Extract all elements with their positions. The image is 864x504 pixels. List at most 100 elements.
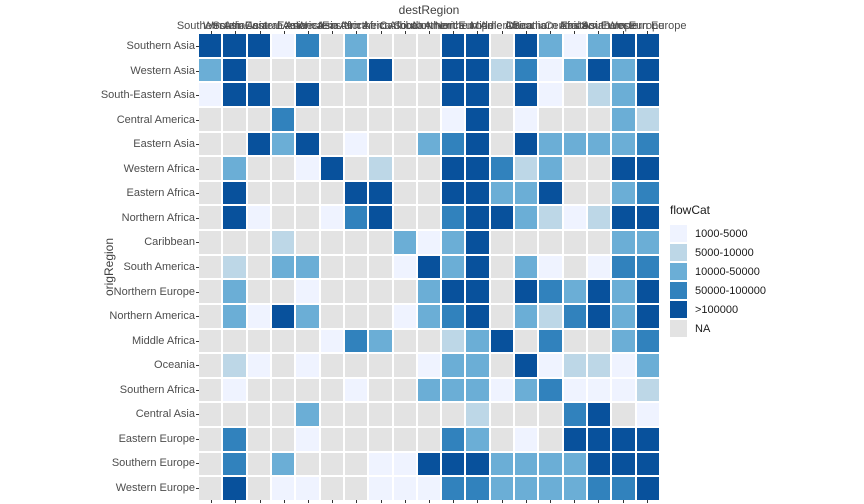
x-axis-tick — [235, 31, 237, 34]
x-axis-tick — [646, 31, 648, 34]
heatmap-cell — [369, 403, 392, 427]
heatmap-cell — [442, 231, 465, 254]
heatmap-cell — [223, 255, 246, 279]
heatmap-cell — [612, 181, 635, 205]
x-axis-tick — [598, 500, 600, 503]
heatmap-cell — [296, 403, 319, 427]
heatmap-cell — [296, 231, 319, 254]
heatmap-cell — [539, 34, 562, 57]
heatmap-cell — [563, 181, 587, 205]
heatmap-cell — [442, 280, 465, 303]
heatmap-cell — [636, 83, 659, 106]
heatmap-cell — [563, 255, 587, 279]
y-axis-tick-label: Southern Europe — [111, 457, 195, 470]
heatmap-cell — [612, 403, 635, 427]
x-axis-tick-label: Southern Africa — [512, 20, 588, 32]
heatmap-cell — [515, 354, 538, 377]
legend-label: 1000-5000 — [695, 227, 748, 240]
heatmap-cell — [466, 206, 489, 230]
heatmap-cell — [369, 378, 392, 402]
x-axis-tick — [622, 31, 624, 34]
legend-item: 5000-10000 — [670, 244, 766, 261]
heatmap-cell — [636, 378, 659, 402]
heatmap-cell — [417, 304, 441, 328]
heatmap-cell — [612, 206, 635, 230]
heatmap-cell — [563, 477, 587, 500]
heatmap-cell — [320, 157, 343, 180]
heatmap-cell — [588, 378, 611, 402]
heatmap-cell — [320, 280, 343, 303]
heatmap-cell — [223, 34, 246, 57]
heatmap-cell — [636, 206, 659, 230]
heatmap-cell — [296, 452, 319, 476]
heatmap-cell — [588, 83, 611, 106]
heatmap-cell — [563, 428, 587, 451]
heatmap-cell — [344, 452, 368, 476]
x-axis-tick-label: Northern America — [434, 20, 521, 32]
heatmap-cell — [271, 58, 295, 82]
y-axis-tick — [196, 70, 199, 72]
y-axis-tick — [196, 46, 199, 48]
heatmap-cell — [417, 34, 441, 57]
y-axis-tick-label: Central America — [116, 113, 195, 126]
heatmap-cell — [247, 280, 270, 303]
heatmap-cell — [466, 255, 489, 279]
heatmap-cell — [199, 58, 222, 82]
heatmap-cell — [563, 329, 587, 353]
heatmap-cell — [612, 329, 635, 353]
heatmap-cell — [247, 34, 270, 57]
y-axis-tick — [196, 119, 199, 121]
heatmap-cell — [247, 354, 270, 377]
heatmap-cell — [271, 378, 295, 402]
heatmap-cell — [515, 206, 538, 230]
legend-label: NA — [695, 322, 711, 335]
x-axis-tick — [501, 31, 503, 34]
legend-title: flowCat — [670, 203, 711, 217]
y-axis-tick-label: South America — [123, 261, 195, 273]
heatmap-cell — [563, 107, 587, 131]
x-axis-title: destRegion — [398, 3, 460, 17]
heatmap-cell — [271, 280, 295, 303]
x-axis-tick-label: Oceania — [505, 20, 547, 32]
heatmap-cell — [271, 403, 295, 427]
heatmap-cell — [247, 157, 270, 180]
x-axis-tick-label: Eastern Europe — [560, 20, 637, 32]
heatmap-cell — [296, 58, 319, 82]
heatmap-cell — [490, 428, 514, 451]
heatmap-cell — [369, 477, 392, 500]
y-axis-tick — [196, 487, 199, 489]
heatmap-cell — [588, 280, 611, 303]
heatmap-cell — [271, 304, 295, 328]
y-axis-tick-label: Oceania — [154, 359, 195, 372]
heatmap-cell — [393, 477, 416, 500]
x-axis-tick-label: Western Africa — [296, 20, 368, 32]
heatmap-cell — [515, 428, 538, 451]
heatmap-cell — [296, 477, 319, 500]
legend-swatch — [670, 282, 687, 299]
heatmap-cell — [515, 34, 538, 57]
x-axis-tick-label: Western Europe — [607, 20, 687, 32]
heatmap-cell — [393, 157, 416, 180]
heatmap-cell — [442, 378, 465, 402]
heatmap-cell — [636, 58, 659, 82]
heatmap-cell — [466, 304, 489, 328]
heatmap-cell — [296, 34, 319, 57]
heatmap-cell — [344, 181, 368, 205]
y-axis-tick — [196, 463, 199, 465]
x-axis-tick — [235, 500, 237, 503]
heatmap-cell — [588, 34, 611, 57]
heatmap-cell — [393, 403, 416, 427]
heatmap-cell — [588, 477, 611, 500]
heatmap-cell — [271, 34, 295, 57]
heatmap-cell — [199, 280, 222, 303]
heatmap-cell — [199, 231, 222, 254]
heatmap-cell — [199, 34, 222, 57]
legend-item: NA — [670, 320, 766, 337]
heatmap-cell — [199, 83, 222, 106]
heatmap-cell — [515, 329, 538, 353]
heatmap-cell — [369, 255, 392, 279]
heatmap-cell — [588, 329, 611, 353]
heatmap-cell — [199, 181, 222, 205]
y-axis-tick-label: South-Eastern Asia — [100, 89, 195, 102]
x-axis-tick — [429, 31, 430, 34]
